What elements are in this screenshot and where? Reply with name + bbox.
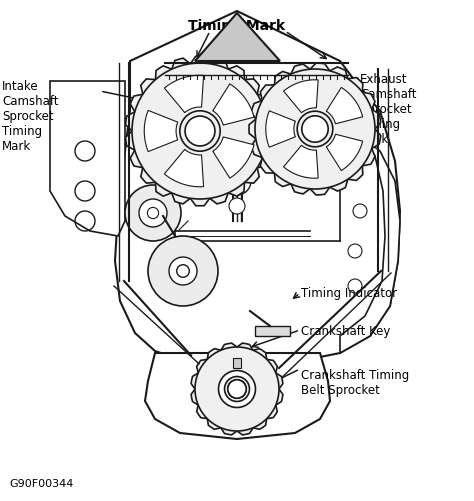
Text: Timing Indicator: Timing Indicator xyxy=(301,287,397,300)
Circle shape xyxy=(302,117,328,143)
Circle shape xyxy=(177,265,189,278)
Circle shape xyxy=(228,380,246,398)
Polygon shape xyxy=(340,137,400,353)
Polygon shape xyxy=(283,81,318,114)
Polygon shape xyxy=(164,76,203,113)
Circle shape xyxy=(225,377,249,402)
Polygon shape xyxy=(213,138,254,179)
Polygon shape xyxy=(145,353,330,439)
Circle shape xyxy=(228,380,246,398)
Circle shape xyxy=(147,208,159,219)
Polygon shape xyxy=(233,358,241,368)
Circle shape xyxy=(185,117,215,147)
Polygon shape xyxy=(115,12,400,366)
Polygon shape xyxy=(50,82,125,236)
Polygon shape xyxy=(213,85,254,126)
Circle shape xyxy=(229,198,245,214)
Text: Intake
Camshaft
Sprocket
Timing
Mark: Intake Camshaft Sprocket Timing Mark xyxy=(2,80,59,153)
Circle shape xyxy=(195,347,279,431)
Polygon shape xyxy=(195,14,280,62)
Text: Crankshaft Key: Crankshaft Key xyxy=(301,324,391,337)
Circle shape xyxy=(219,371,255,408)
Text: Exhaust
Camshaft
Sprocket
Timing
Mark: Exhaust Camshaft Sprocket Timing Mark xyxy=(360,73,417,145)
Polygon shape xyxy=(326,88,363,125)
Polygon shape xyxy=(126,57,274,206)
Polygon shape xyxy=(283,146,318,179)
Polygon shape xyxy=(191,343,283,435)
Circle shape xyxy=(223,168,251,195)
Polygon shape xyxy=(255,326,290,336)
Text: Crankshaft Timing
Belt Sprocket: Crankshaft Timing Belt Sprocket xyxy=(301,368,409,396)
Circle shape xyxy=(125,186,181,241)
Circle shape xyxy=(132,64,268,199)
Circle shape xyxy=(180,112,220,152)
Text: Timing Mark: Timing Mark xyxy=(189,19,285,33)
Polygon shape xyxy=(266,112,295,148)
Polygon shape xyxy=(144,111,178,152)
Circle shape xyxy=(169,258,197,286)
Circle shape xyxy=(148,236,218,307)
Circle shape xyxy=(139,199,167,227)
Circle shape xyxy=(255,70,375,189)
Text: G90F00344: G90F00344 xyxy=(9,478,74,488)
Polygon shape xyxy=(164,150,203,187)
Circle shape xyxy=(297,112,333,147)
Polygon shape xyxy=(249,64,381,195)
Polygon shape xyxy=(326,135,363,171)
